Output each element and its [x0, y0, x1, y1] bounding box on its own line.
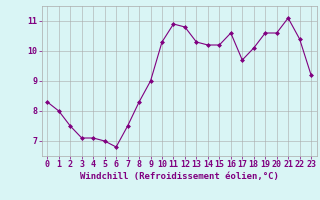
X-axis label: Windchill (Refroidissement éolien,°C): Windchill (Refroidissement éolien,°C)	[80, 172, 279, 181]
